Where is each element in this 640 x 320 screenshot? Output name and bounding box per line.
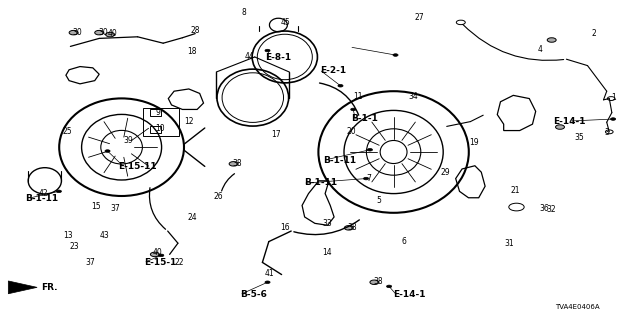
Text: E-15-11: E-15-11 [118, 162, 157, 171]
Text: 7: 7 [366, 174, 371, 183]
Circle shape [105, 150, 110, 152]
Text: 44: 44 [245, 52, 255, 60]
Text: 5: 5 [376, 196, 381, 204]
Text: 12: 12 [184, 117, 194, 126]
Text: 45: 45 [280, 18, 290, 27]
Text: 21: 21 [511, 186, 520, 195]
Circle shape [393, 54, 398, 56]
Text: 43: 43 [100, 231, 109, 240]
Text: 19: 19 [469, 138, 479, 147]
Text: B-1-1: B-1-1 [351, 114, 378, 123]
Text: 24: 24 [188, 213, 197, 222]
Text: E-14-1: E-14-1 [554, 117, 586, 126]
Bar [150, 109, 161, 116]
Text: 4: 4 [538, 45, 543, 54]
Circle shape [344, 226, 353, 230]
Bar [143, 108, 179, 136]
Text: 11: 11 [353, 92, 363, 100]
Text: E-14-1: E-14-1 [394, 290, 426, 299]
Text: 37: 37 [85, 258, 95, 267]
Circle shape [229, 162, 238, 166]
Text: 1: 1 [611, 93, 616, 102]
Circle shape [547, 38, 556, 42]
Text: 2: 2 [592, 29, 596, 38]
Text: 15: 15 [92, 202, 101, 211]
Text: 22: 22 [175, 258, 184, 267]
Text: 20: 20 [347, 127, 356, 136]
Text: 6: 6 [402, 237, 407, 246]
Circle shape [69, 30, 78, 35]
Text: 30: 30 [72, 28, 82, 36]
Text: B-1-11: B-1-11 [26, 194, 59, 203]
Text: 38: 38 [232, 159, 242, 168]
Text: 23: 23 [69, 242, 79, 251]
Circle shape [56, 190, 61, 193]
Text: 30: 30 [98, 28, 108, 36]
Circle shape [387, 285, 392, 288]
Circle shape [106, 32, 115, 37]
Text: 32: 32 [546, 205, 556, 214]
Text: 3: 3 [605, 128, 610, 137]
Text: 13: 13 [63, 231, 72, 240]
Text: 34: 34 [408, 92, 418, 100]
Text: E-15-1: E-15-1 [144, 258, 177, 267]
Text: 40: 40 [152, 248, 162, 257]
Text: 25: 25 [63, 127, 72, 136]
Text: 41: 41 [264, 269, 274, 278]
Text: 18: 18 [188, 47, 197, 56]
Text: 40: 40 [108, 29, 117, 38]
Text: B-1-11: B-1-11 [323, 156, 356, 164]
Circle shape [370, 280, 379, 284]
Circle shape [338, 84, 343, 87]
Circle shape [265, 281, 270, 284]
Text: 37: 37 [111, 204, 120, 212]
Circle shape [265, 49, 270, 52]
Text: 16: 16 [280, 223, 290, 232]
Text: 10: 10 [156, 124, 165, 132]
Text: 29: 29 [440, 168, 450, 177]
Text: 35: 35 [575, 133, 584, 142]
Text: 33: 33 [322, 220, 332, 228]
Circle shape [556, 125, 564, 129]
Text: B-1-11: B-1-11 [304, 178, 337, 187]
Text: 17: 17 [271, 130, 280, 139]
Text: 14: 14 [322, 248, 332, 257]
Text: E-2-1: E-2-1 [320, 66, 346, 75]
Text: B-5-6: B-5-6 [240, 290, 267, 299]
Circle shape [351, 108, 356, 111]
Circle shape [611, 118, 616, 120]
Text: 28: 28 [191, 26, 200, 35]
Bar [150, 126, 161, 133]
Text: 36: 36 [540, 204, 549, 212]
Circle shape [159, 254, 164, 257]
Circle shape [150, 252, 159, 257]
Circle shape [95, 30, 104, 35]
Text: 8: 8 [242, 8, 246, 17]
Text: E-8-1: E-8-1 [266, 53, 292, 62]
Circle shape [364, 177, 369, 180]
Polygon shape [8, 281, 37, 294]
Text: 38: 38 [373, 277, 383, 286]
Text: TVA4E0406A: TVA4E0406A [556, 304, 600, 309]
Text: 31: 31 [504, 239, 514, 248]
Circle shape [367, 148, 372, 151]
Text: 42: 42 [39, 189, 49, 198]
Text: 39: 39 [124, 136, 133, 145]
Text: 38: 38 [348, 223, 357, 232]
Text: 9: 9 [156, 108, 161, 116]
Text: 27: 27 [415, 13, 424, 22]
Text: FR.: FR. [41, 283, 58, 292]
Text: 26: 26 [213, 192, 223, 201]
